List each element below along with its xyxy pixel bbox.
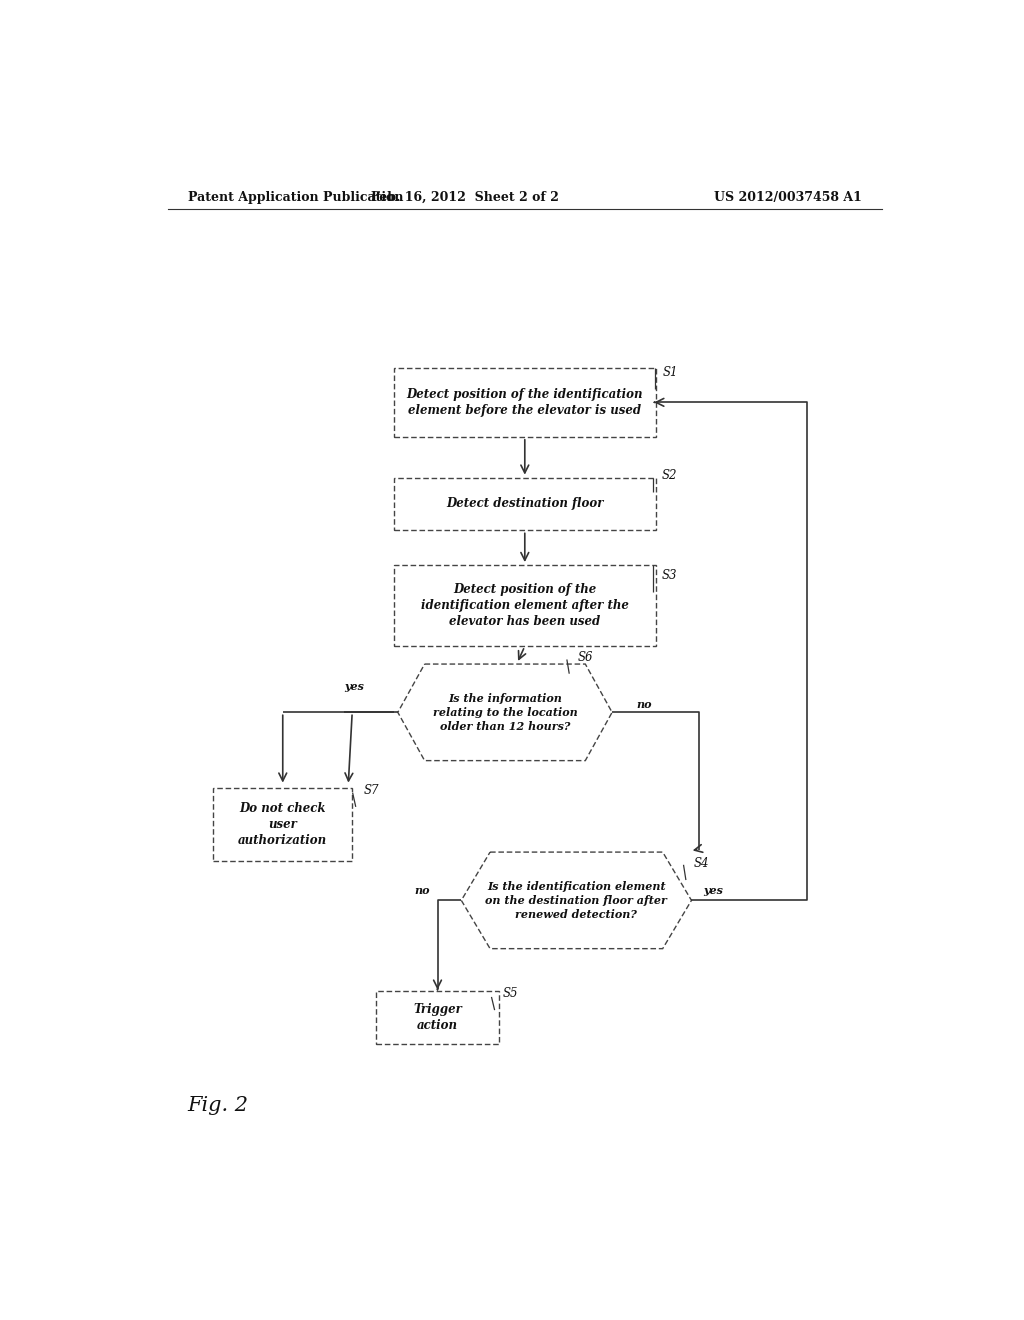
Text: S7: S7 — [364, 784, 379, 797]
Text: no: no — [636, 698, 651, 710]
Text: S2: S2 — [662, 469, 677, 482]
FancyBboxPatch shape — [394, 565, 655, 647]
Text: Fig. 2: Fig. 2 — [187, 1096, 249, 1115]
Text: Detect destination floor: Detect destination floor — [446, 498, 603, 511]
Text: Detect position of the identification
element before the elevator is used: Detect position of the identification el… — [407, 388, 643, 417]
Text: Do not check
user
authorization: Do not check user authorization — [239, 801, 328, 846]
Text: S3: S3 — [662, 569, 677, 582]
Text: US 2012/0037458 A1: US 2012/0037458 A1 — [714, 190, 862, 203]
Text: Patent Application Publication: Patent Application Publication — [187, 190, 403, 203]
Text: Is the information
relating to the location
older than 12 hours?: Is the information relating to the locat… — [432, 693, 578, 731]
Polygon shape — [397, 664, 612, 760]
Text: Is the identification element
on the destination floor after
renewed detection?: Is the identification element on the des… — [485, 882, 668, 920]
Text: S1: S1 — [663, 366, 678, 379]
Text: Trigger
action: Trigger action — [413, 1003, 462, 1032]
FancyBboxPatch shape — [394, 368, 655, 437]
Text: S4: S4 — [694, 857, 710, 870]
Text: S6: S6 — [578, 651, 593, 664]
Text: S5: S5 — [503, 987, 518, 1001]
Text: yes: yes — [703, 884, 723, 896]
FancyBboxPatch shape — [376, 991, 499, 1044]
FancyBboxPatch shape — [394, 478, 655, 531]
Polygon shape — [461, 853, 691, 949]
Text: Detect position of the
identification element after the
elevator has been used: Detect position of the identification el… — [421, 583, 629, 628]
Text: Feb. 16, 2012  Sheet 2 of 2: Feb. 16, 2012 Sheet 2 of 2 — [372, 190, 559, 203]
Text: no: no — [414, 884, 430, 896]
FancyBboxPatch shape — [213, 788, 352, 861]
Text: yes: yes — [344, 681, 365, 693]
